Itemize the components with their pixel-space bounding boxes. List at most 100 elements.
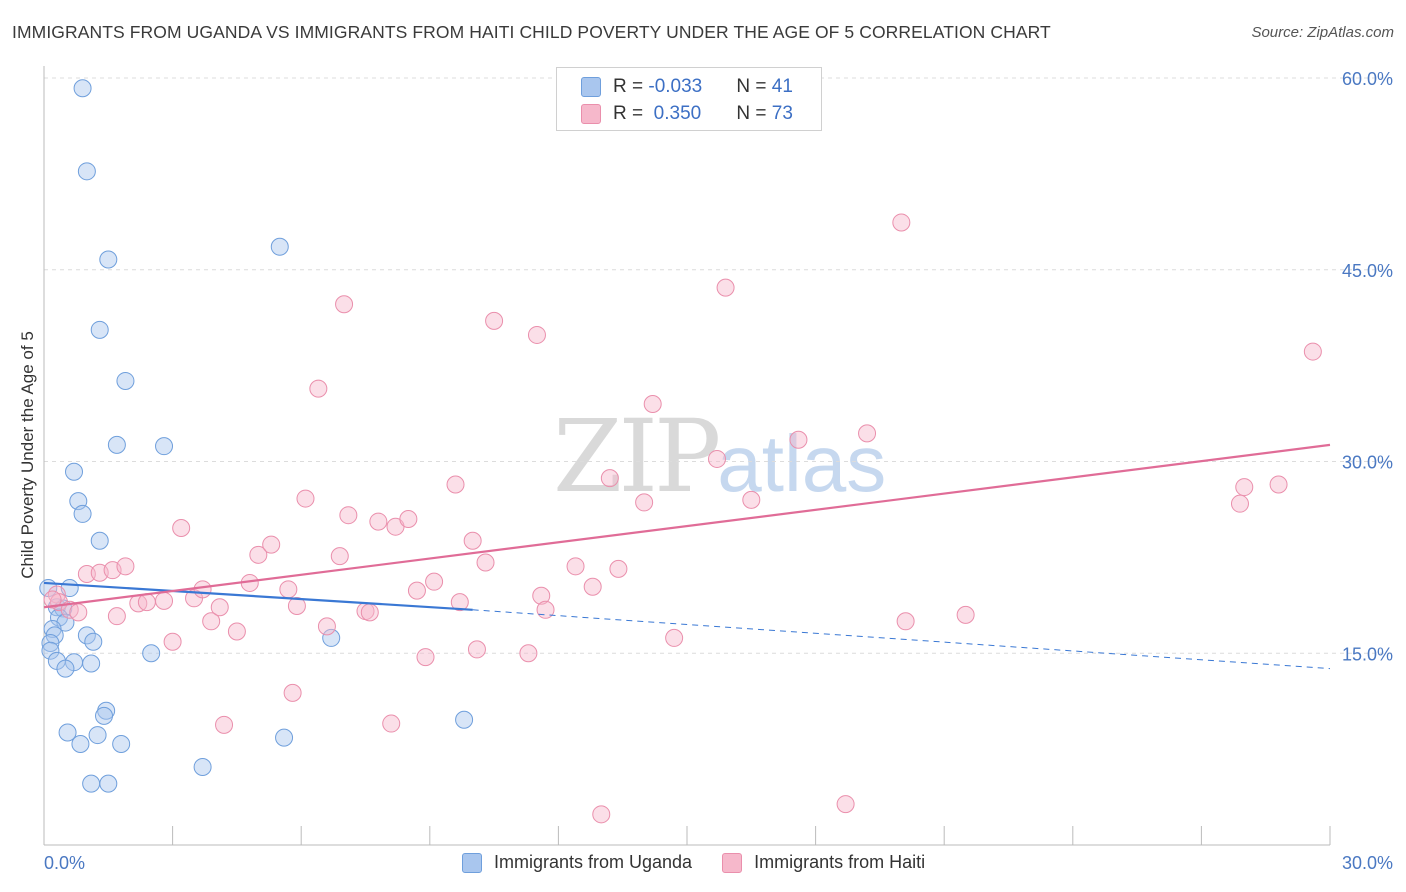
data-point <box>279 580 298 599</box>
axes <box>43 66 1331 846</box>
data-point <box>322 628 341 647</box>
data-point <box>519 644 538 663</box>
data-point <box>532 586 551 605</box>
data-point <box>450 593 469 612</box>
data-point <box>155 437 174 456</box>
data-point <box>1235 478 1254 497</box>
data-point <box>407 581 426 600</box>
data-point <box>416 648 435 667</box>
n-value: 73 <box>771 103 793 124</box>
data-point <box>88 726 107 745</box>
data-point <box>71 735 90 754</box>
data-point <box>742 490 761 509</box>
trend-lines <box>43 443 1331 670</box>
axis-labels: 15.0% 30.0% 45.0% 60.0% 0.0% 30.0% Child Pover… <box>18 69 1393 873</box>
uganda-points <box>39 79 474 793</box>
data-point <box>635 493 654 512</box>
data-point <box>84 632 103 651</box>
data-point <box>467 640 486 659</box>
legend-item-uganda: Immigrants from Uganda <box>462 852 692 873</box>
haiti-swatch <box>722 852 743 873</box>
r-label: R = <box>613 76 649 97</box>
data-point <box>65 462 84 481</box>
grid <box>44 77 1392 654</box>
data-point <box>43 590 62 609</box>
data-point <box>330 547 349 566</box>
data-point <box>527 325 546 344</box>
y-tick-label: 15.0% <box>1342 644 1393 664</box>
data-point <box>335 295 354 314</box>
data-point <box>73 79 92 98</box>
trend-line <box>43 443 1331 609</box>
data-point <box>708 449 727 468</box>
x-tick-label: 0.0% <box>44 853 85 873</box>
y-tick-label: 30.0% <box>1342 453 1393 473</box>
data-point <box>896 612 915 631</box>
data-point <box>77 626 96 645</box>
r-value: -0.033 <box>648 76 703 97</box>
data-point <box>99 774 118 793</box>
data-point <box>566 557 585 576</box>
data-point <box>287 596 306 615</box>
data-point <box>317 617 336 636</box>
data-point <box>43 619 62 638</box>
data-point <box>163 632 182 651</box>
data-point <box>956 605 975 624</box>
haiti-swatch <box>581 104 601 124</box>
n-label: N = <box>736 103 772 124</box>
data-point <box>116 557 135 576</box>
watermark-zip: ZIP <box>553 398 721 515</box>
data-point <box>193 758 212 777</box>
data-point <box>536 600 555 619</box>
r-value: 0.350 <box>648 103 702 124</box>
data-point <box>193 580 212 599</box>
data-point <box>463 531 482 550</box>
data-point <box>155 591 174 610</box>
data-point <box>283 683 302 702</box>
data-point <box>270 237 289 256</box>
data-point <box>82 654 101 673</box>
legend-row-uganda: R = -0.033 N = 41 <box>581 74 793 100</box>
data-point <box>789 430 808 449</box>
data-point <box>446 475 465 494</box>
data-point <box>275 728 294 747</box>
data-point <box>476 553 495 572</box>
data-point <box>202 612 221 631</box>
y-tick-label: 60.0% <box>1342 69 1393 89</box>
n-value: 41 <box>771 76 793 97</box>
data-point <box>107 435 126 454</box>
data-point <box>643 394 662 413</box>
data-point <box>262 535 281 554</box>
data-point <box>425 572 444 591</box>
data-point <box>1269 475 1288 494</box>
data-point <box>485 311 504 330</box>
data-point <box>77 564 96 583</box>
data-point <box>592 805 611 824</box>
data-point <box>69 603 88 622</box>
x-tick-label: 30.0% <box>1342 853 1393 873</box>
uganda-swatch <box>581 77 601 97</box>
y-tick-label: 45.0% <box>1342 261 1393 281</box>
chart-title: IMMIGRANTS FROM UGANDA VS IMMIGRANTS FRO… <box>12 22 1051 42</box>
legend-item-haiti: Immigrants from Haiti <box>722 852 925 873</box>
data-point <box>1303 342 1322 361</box>
data-point <box>99 250 118 269</box>
data-point <box>90 531 109 550</box>
data-point <box>41 634 60 653</box>
data-point <box>339 506 358 525</box>
data-point <box>892 213 911 232</box>
data-point <box>112 735 131 754</box>
data-point <box>215 715 234 734</box>
data-point <box>455 710 474 729</box>
data-point <box>309 379 328 398</box>
data-point <box>858 424 877 443</box>
correlation-legend: R = -0.033 N = 41 R = 0.350 N = 73 <box>556 67 822 131</box>
data-point <box>172 518 191 537</box>
data-point <box>227 622 246 641</box>
data-point <box>665 628 684 647</box>
data-point <box>249 545 268 564</box>
y-axis-label: Child Poverty Under the Age of 5 <box>18 331 37 579</box>
data-point <box>58 723 77 742</box>
data-point <box>137 593 156 612</box>
